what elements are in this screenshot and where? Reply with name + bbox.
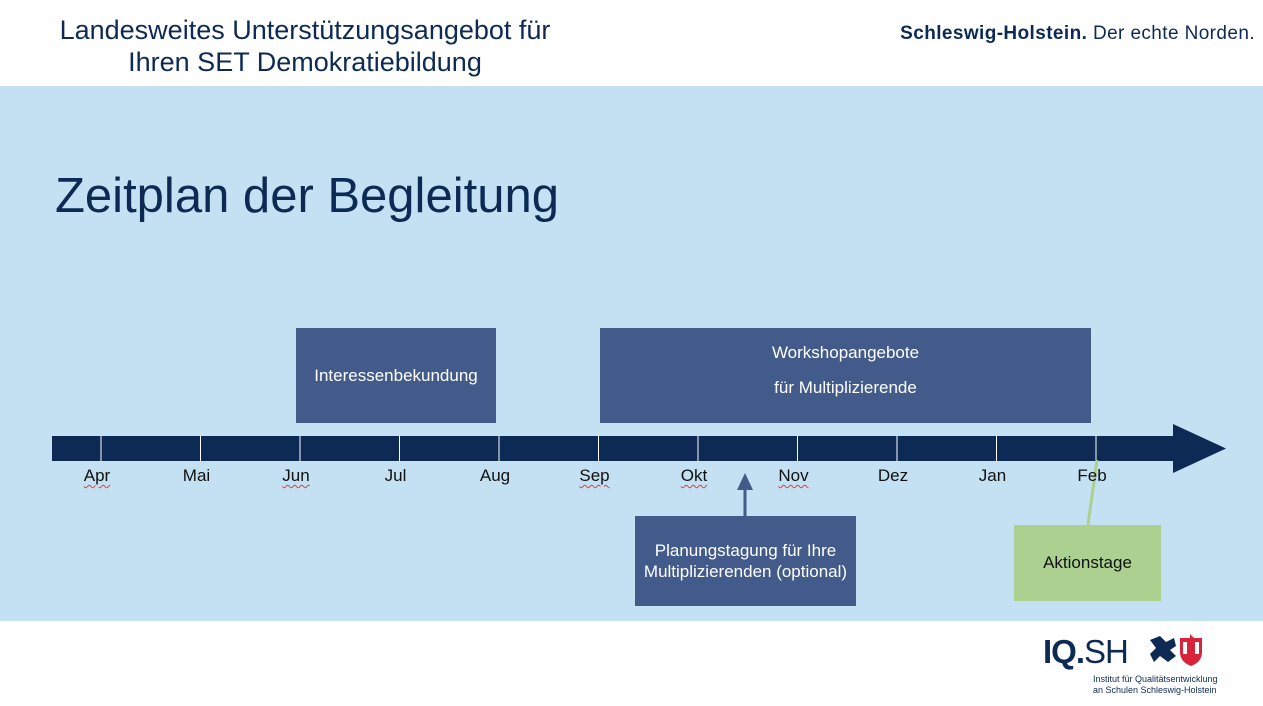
brand-rest: Der echte Norden. <box>1087 23 1255 44</box>
planning-box: Planungstagung für Ihre Multiplizierende… <box>635 516 856 606</box>
workshop-box: Workshopangebote für Multiplizierende <box>600 328 1091 423</box>
logo-sub-line1: Institut für Qualitätsentwicklung <box>1093 674 1218 684</box>
month-label-feb: Feb <box>1077 466 1107 485</box>
logo-sh: SH <box>1084 633 1129 670</box>
workshop-label-line2: für Multiplizierende <box>774 378 917 397</box>
month-label-nov: Nov <box>778 466 809 485</box>
coat-of-arms-icon <box>1150 634 1202 666</box>
month-label-jul: Jul <box>384 466 407 485</box>
logo-subtitle: Institut für Qualitätsentwicklung an Sch… <box>1093 674 1218 696</box>
interest-label: Interessenbekundung <box>314 365 478 385</box>
month-label-dez: Dez <box>877 466 909 485</box>
header-title-line2: Ihren SET Demokratiebildung <box>128 47 482 77</box>
brand-slogan: Schleswig-Holstein. Der echte Norden. <box>900 23 1255 45</box>
logo-sub-line2: an Schulen Schleswig-Holstein <box>1093 685 1217 695</box>
iqsh-logo-text: IQ.SH <box>1043 633 1129 671</box>
month-label-okt: Okt <box>680 466 708 485</box>
header-title-line1: Landesweites Unterstützungsangebot für <box>59 15 551 45</box>
month-label-jan: Jan <box>978 466 1007 485</box>
logo-iq: IQ. <box>1043 633 1085 670</box>
brand-bold: Schleswig-Holstein. <box>900 23 1088 44</box>
month-label-sep: Sep <box>579 466 610 485</box>
action-days-label: Aktionstage <box>1043 553 1132 572</box>
workshop-label-line1: Workshopangebote <box>771 343 920 362</box>
month-label-apr: Apr <box>83 466 111 485</box>
planning-label-line2: Multiplizierenden (optional) <box>643 562 848 581</box>
header-title: Landesweites Unterstützungsangebot für I… <box>20 14 590 78</box>
month-label-jun: Jun <box>282 466 310 485</box>
month-label-mai: Mai <box>182 466 211 485</box>
month-label-aug: Aug <box>479 466 511 485</box>
planning-label-line1: Planungstagung für Ihre <box>654 541 837 560</box>
slide-title: Zeitplan der Begleitung <box>55 169 559 223</box>
action-days-box: Aktionstage <box>1014 525 1161 601</box>
interest-box: Interessenbekundung <box>296 328 496 423</box>
